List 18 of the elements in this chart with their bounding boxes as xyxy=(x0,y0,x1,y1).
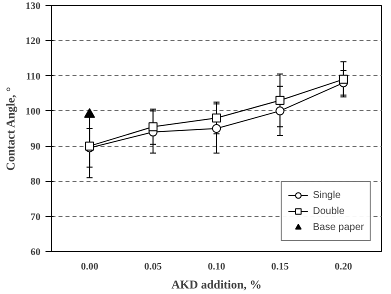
y-tick-label: 70 xyxy=(30,212,40,223)
legend-label: Single xyxy=(312,188,341,202)
legend-label: Double xyxy=(312,204,345,218)
y-tick-label: 120 xyxy=(26,36,40,48)
x-tick-label: 0.05 xyxy=(144,262,162,272)
x-axis-title: AKD addition, % xyxy=(171,278,262,292)
y-tick-label: 90 xyxy=(30,142,40,153)
x-tick-label: 0.00 xyxy=(80,262,98,272)
x-tick-label: 0.15 xyxy=(271,262,289,272)
x-tick-label: 0.10 xyxy=(208,262,226,272)
y-tick-label: 110 xyxy=(26,71,41,82)
y-axis-title: Contact Angle, ° xyxy=(4,86,18,171)
y-tick-label: 130 xyxy=(26,1,40,12)
y-tick-label: 60 xyxy=(30,247,40,258)
x-tick-label: 0.20 xyxy=(334,262,352,272)
legend-label: Base paper xyxy=(312,220,364,234)
y-tick-label: 80 xyxy=(30,176,40,188)
y-tick-label: 100 xyxy=(26,106,40,118)
